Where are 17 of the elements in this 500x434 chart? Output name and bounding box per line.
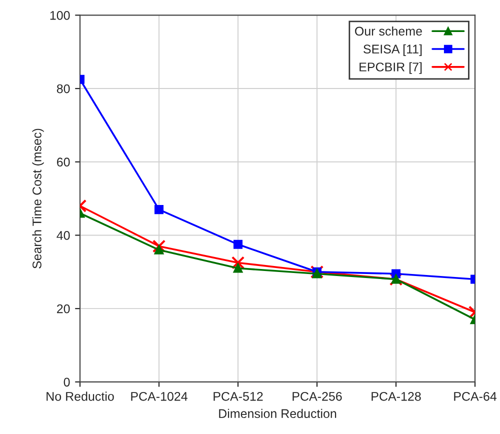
x-tick-label: PCA-512 [214, 392, 263, 401]
x-tick-label: PCA-1024 [131, 392, 188, 401]
x-axis-title: Dimension Reduction [219, 408, 336, 418]
legend-label: EPCBIR [7] [360, 62, 422, 74]
y-tick-label: 0 [64, 378, 70, 387]
x-tick-label: PCA-64 [454, 392, 497, 401]
y-axis-title: Search Time Cost (msec) [32, 128, 44, 268]
y-tick-label: 20 [57, 304, 70, 314]
legend-label: SEISA [11] [364, 44, 422, 56]
y-tick-label: 80 [56, 84, 70, 94]
x-tick-label: PCA-256 [292, 392, 342, 401]
legend-label: Our scheme [355, 26, 422, 36]
x-tick-label: PCA-128 [372, 392, 421, 401]
x-tick-label: No Reductio [46, 392, 114, 401]
y-tick-label: 100 [50, 10, 70, 20]
y-tick-label: 60 [57, 158, 70, 167]
y-tick-label: 40 [56, 231, 70, 240]
